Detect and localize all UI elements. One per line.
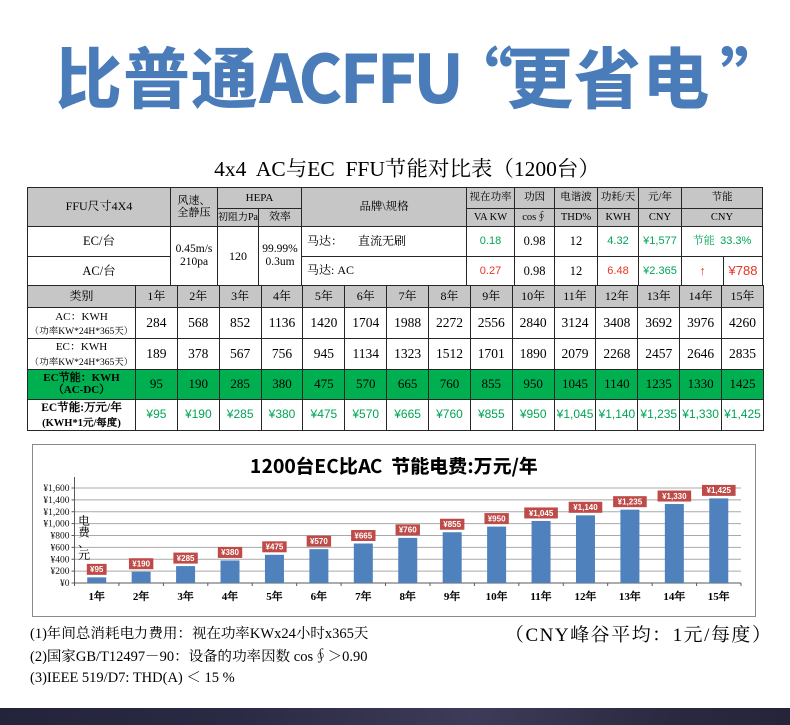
- svg-text:¥95: ¥95: [90, 565, 104, 574]
- svg-text:¥190: ¥190: [132, 560, 150, 569]
- svg-text:¥950: ¥950: [488, 514, 506, 523]
- svg-text:¥1,140: ¥1,140: [573, 503, 598, 512]
- svg-text:15年: 15年: [708, 590, 730, 603]
- svg-text:7年: 7年: [355, 590, 372, 603]
- svg-text:9年: 9年: [444, 590, 461, 603]
- svg-text:¥665: ¥665: [354, 531, 372, 540]
- svg-text:¥400: ¥400: [51, 555, 70, 565]
- svg-text:14年: 14年: [663, 590, 685, 603]
- svg-text:费: 费: [77, 526, 90, 540]
- svg-text:、: 、: [78, 536, 90, 550]
- svg-text:4年: 4年: [222, 590, 239, 603]
- svg-text:¥475: ¥475: [266, 543, 284, 552]
- svg-text:1年: 1年: [88, 590, 105, 603]
- svg-text:¥285: ¥285: [177, 554, 195, 563]
- svg-text:6年: 6年: [311, 590, 328, 603]
- svg-text:¥800: ¥800: [51, 532, 70, 542]
- svg-text:¥600: ¥600: [51, 543, 70, 553]
- svg-text:¥1,235: ¥1,235: [618, 497, 643, 506]
- svg-text:1200台EC比AC 节能电费:万元/年: 1200台EC比AC 节能电费:万元/年: [250, 452, 538, 479]
- svg-text:13年: 13年: [619, 590, 641, 603]
- svg-text:¥760: ¥760: [399, 526, 417, 535]
- svg-text:2年: 2年: [133, 590, 150, 603]
- svg-text:¥1,330: ¥1,330: [662, 492, 687, 501]
- svg-text:12年: 12年: [574, 590, 596, 603]
- svg-text:¥1,425: ¥1,425: [707, 486, 732, 495]
- svg-text:¥1,000: ¥1,000: [43, 520, 69, 530]
- svg-text:3年: 3年: [177, 590, 194, 603]
- svg-text:¥1,045: ¥1,045: [529, 509, 554, 518]
- svg-text:11年: 11年: [530, 590, 551, 603]
- svg-text:5年: 5年: [266, 590, 283, 603]
- svg-text:10年: 10年: [486, 590, 508, 603]
- svg-text:¥570: ¥570: [310, 537, 328, 546]
- svg-text:8年: 8年: [400, 590, 417, 603]
- svg-text:¥1,200: ¥1,200: [43, 508, 69, 518]
- svg-text:¥200: ¥200: [51, 567, 70, 577]
- svg-text:¥0: ¥0: [60, 579, 70, 589]
- svg-text:¥1,600: ¥1,600: [43, 484, 69, 494]
- svg-text:元: 元: [78, 548, 90, 562]
- svg-text:¥855: ¥855: [443, 520, 461, 529]
- svg-text:¥380: ¥380: [221, 548, 239, 557]
- svg-text:¥1,400: ¥1,400: [43, 496, 69, 506]
- svg-text:电: 电: [78, 514, 90, 528]
